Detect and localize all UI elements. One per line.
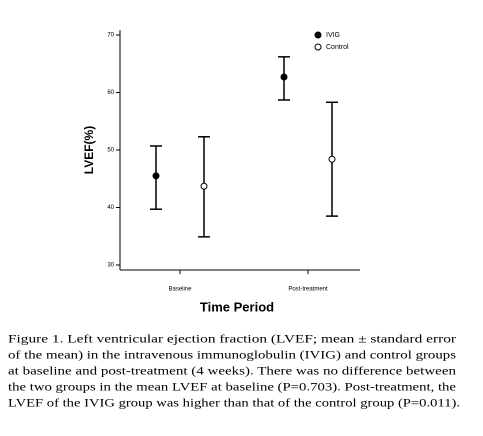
caption-line: Figure 1. Left ventricular ejection frac… [8,334,456,346]
caption-line: at baseline and post-treatment (4 weeks)… [8,366,456,378]
mean-point [200,182,208,190]
legend-label: Control [326,44,349,51]
caption-line: the two groups in the mean LVEF at basel… [8,382,456,394]
x-tick-label: Post-treatment [288,287,328,293]
y-tick-label: 40 [107,205,114,211]
y-tick-label: 30 [107,263,114,269]
y-axis-label: LVEF(%) [82,126,96,174]
mean-point [280,73,288,81]
caption-line: LVEF of the IVIG group was higher than t… [8,398,460,410]
x-axis-label: Time Period [200,299,274,314]
caption-line: of the mean) in the intravenous immunogl… [8,350,457,362]
legend-marker [314,43,322,51]
x-tick-label: Baseline [168,287,192,293]
mean-point [152,172,160,180]
mean-point [328,155,336,163]
legend-marker [314,31,322,39]
y-tick-label: 60 [107,90,114,96]
y-tick-label: 70 [107,33,114,39]
legend-label: IVIG [326,32,340,39]
y-tick-label: 50 [107,148,114,154]
